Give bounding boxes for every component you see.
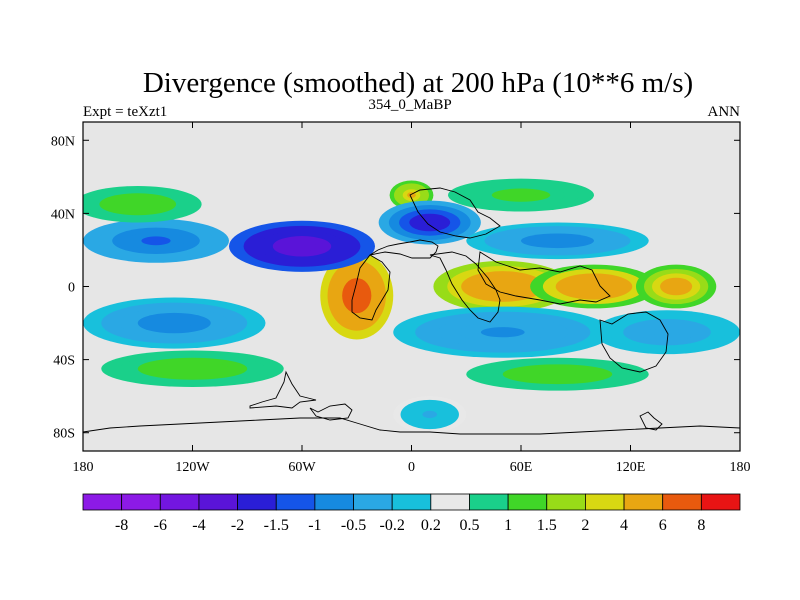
- colorbar-swatch: [662, 493, 702, 511]
- colorbar-swatch: [430, 493, 470, 511]
- y-tick-label: 80S: [53, 427, 75, 442]
- colorbar-label: 6: [659, 517, 667, 534]
- field-cell-1-4: [488, 281, 517, 292]
- chart-title: Divergence (smoothed) at 200 hPa (10**6 …: [143, 67, 693, 99]
- field-cell-0-4: [349, 286, 365, 305]
- colorbar-label: 1.5: [537, 517, 557, 534]
- left-string: Expt = teXzt1: [83, 104, 167, 120]
- colorbar-swatch: [159, 493, 200, 511]
- colorbar-swatch: [275, 493, 316, 511]
- coastline-north-america: [369, 239, 439, 259]
- x-tick-label: 120E: [616, 460, 646, 475]
- coastline-antarctic-peninsula: [309, 403, 353, 421]
- continent-outlines: [83, 187, 740, 435]
- colorbar-swatch: [198, 493, 238, 511]
- coastline-greenland: [249, 370, 317, 409]
- field-cell-13-4: [506, 191, 536, 199]
- x-tick-label: 0: [408, 460, 415, 475]
- colorbar-label: 8: [697, 517, 705, 534]
- colorbar: -8 -6 -4 -2 -1.5 -1 -0.5 -0.2 0.2 0.5 1 1.5 2 4 6 8: [82, 493, 741, 534]
- y-tick-label: 40S: [53, 354, 75, 369]
- field-cell-14-4: [174, 365, 211, 373]
- field-cell-15-4: [539, 370, 576, 378]
- colorbar-label: 4: [620, 517, 628, 534]
- colorbar-label: 0.5: [459, 517, 479, 534]
- colorbar-swatch: [237, 493, 277, 511]
- coastline-new-zealand: [639, 411, 663, 431]
- field-cell-10-4: [480, 327, 525, 338]
- colorbar-swatch: [121, 493, 161, 511]
- colorbar-label: -2: [231, 517, 244, 534]
- field-cell-16-4: [422, 410, 438, 419]
- colorbar-swatch: [546, 493, 586, 511]
- x-tick-label: 120W: [175, 460, 210, 475]
- colorbar-label: -0.5: [341, 517, 366, 534]
- field-cell-3-4: [668, 282, 685, 291]
- x-axis: 180 120W 60W 0 60E 120E 180: [73, 122, 751, 475]
- colorbar-label: -0.2: [380, 517, 405, 534]
- x-tick-label: 180: [730, 460, 751, 475]
- center-string: 354_0_MaBP: [368, 97, 451, 113]
- coastline-antarctica: [83, 417, 740, 435]
- colorbar-label: 2: [581, 517, 589, 534]
- y-tick-label: 80N: [51, 134, 75, 149]
- y-tick-label: 0: [68, 281, 75, 296]
- y-axis: 80N 40N 0 40S 80S: [51, 134, 740, 442]
- x-tick-label: 60W: [288, 460, 316, 475]
- coastline-australia: [599, 311, 669, 373]
- colorbar-swatch: [82, 493, 123, 511]
- field-cell-12-4: [124, 200, 151, 208]
- colorbar-swatch: [314, 493, 354, 511]
- x-tick-label: 60E: [510, 460, 533, 475]
- colorbar-label: -4: [192, 517, 205, 534]
- field-cell-7-4: [141, 236, 171, 246]
- colorbar-swatch: [507, 493, 548, 511]
- colorbar-swatch: [623, 493, 664, 511]
- right-string: ANN: [708, 104, 741, 120]
- colorbar-swatch: [391, 493, 432, 511]
- colorbar-label: -1: [308, 517, 321, 534]
- colorbar-swatch: [700, 493, 741, 511]
- colorbar-label: -1.5: [264, 517, 289, 534]
- colorbar-label: 1: [504, 517, 512, 534]
- field-cell-9-4: [156, 317, 193, 329]
- colorbar-swatch: [469, 493, 509, 511]
- field-cell-2-4: [581, 282, 607, 291]
- y-tick-label: 40N: [51, 207, 75, 222]
- colorbar-label: 0.2: [421, 517, 441, 534]
- field-cell-5-4: [287, 241, 317, 252]
- field-cell-8-4: [539, 237, 576, 245]
- colorbar-label: -8: [115, 517, 128, 534]
- coastline-europe-asia: [409, 187, 501, 239]
- map-plot: 180 120W 60W 0 60E 120E 180 80N 40N 0 40S 80S: [51, 121, 751, 475]
- coastline-south-america: [351, 254, 391, 321]
- coastline-africa: [429, 251, 501, 323]
- colorbar-swatch: [353, 493, 393, 511]
- x-tick-label: 180: [73, 460, 94, 475]
- coastline-asia: [477, 251, 611, 305]
- colorbar-label: -6: [154, 517, 167, 534]
- colorbar-swatch: [585, 493, 625, 511]
